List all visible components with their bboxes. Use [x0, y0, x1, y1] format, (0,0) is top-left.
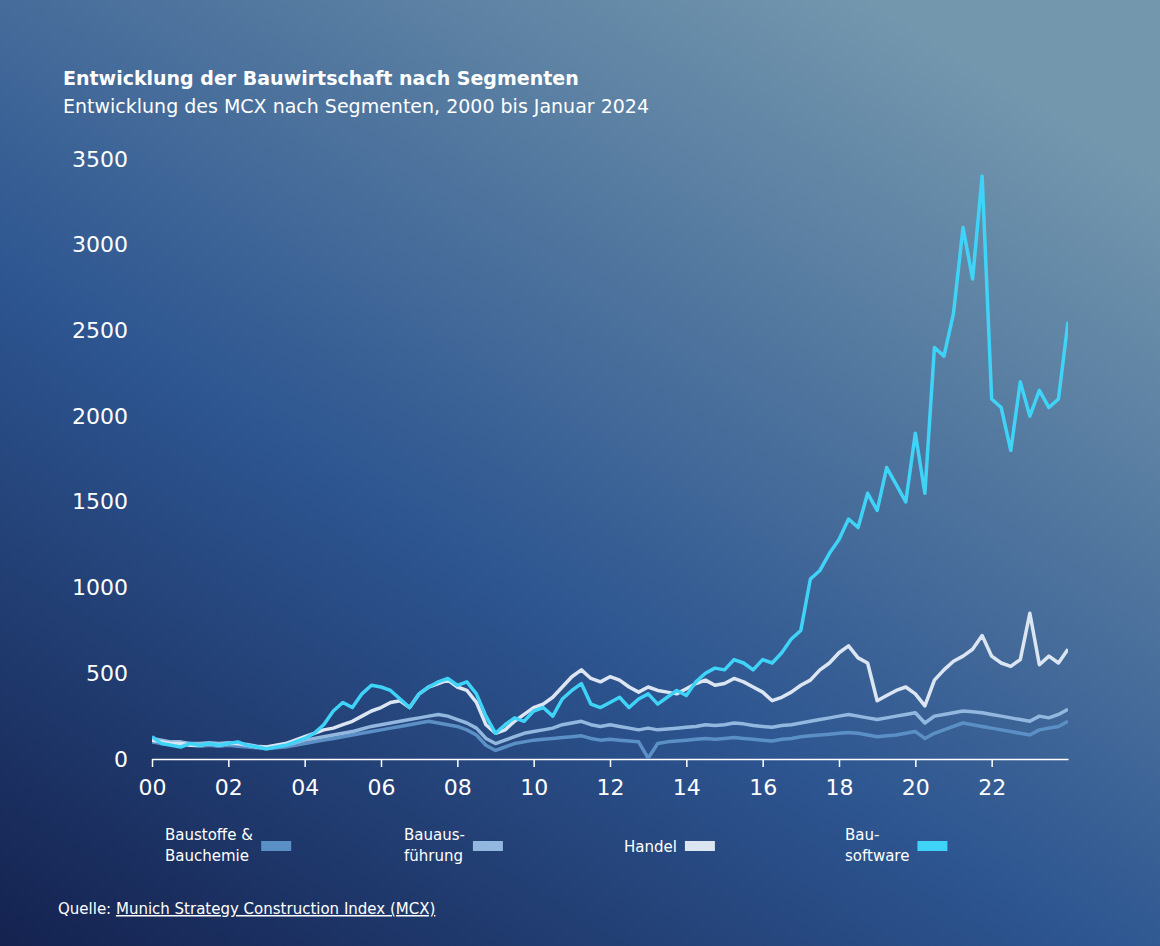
x-tick-mark: [457, 759, 459, 767]
x-tick: 04: [291, 759, 319, 800]
x-tick-label: 14: [673, 775, 701, 800]
source: Quelle: Munich Strategy Construction Ind…: [58, 900, 435, 918]
x-tick: 02: [215, 759, 243, 800]
x-tick: 20: [902, 759, 930, 800]
y-tick: 1000: [72, 575, 152, 600]
y-tick: 3000: [72, 232, 152, 257]
x-tick-label: 18: [826, 775, 854, 800]
x-tick: 00: [139, 759, 167, 800]
legend-item: Bau-software: [845, 826, 947, 865]
x-tick: 08: [444, 759, 472, 800]
x-tick-mark: [762, 759, 764, 767]
y-tick-label: 2000: [72, 404, 128, 429]
x-tick: 12: [597, 759, 625, 800]
y-tick-label: 2500: [72, 318, 128, 343]
series-line: [152, 176, 1068, 749]
x-tick-mark: [991, 759, 993, 767]
x-tick-label: 10: [520, 775, 548, 800]
x-tick-label: 12: [597, 775, 625, 800]
y-tick: 500: [86, 661, 152, 686]
x-tick: 16: [749, 759, 777, 800]
y-axis-line: [152, 160, 153, 760]
x-tick-mark: [686, 759, 688, 767]
legend-label: Bau-software: [845, 826, 909, 865]
x-tick-mark: [304, 759, 306, 767]
legend-label: Bauaus-führung: [404, 826, 465, 865]
series-line: [152, 613, 1068, 747]
y-tick-label: 3500: [72, 147, 128, 172]
legend-item: Baustoffe &Bauchemie: [165, 826, 291, 865]
y-tick: 3500: [72, 147, 152, 172]
x-tick: 14: [673, 759, 701, 800]
x-tick-label: 06: [368, 775, 396, 800]
x-axis: 00 02 04 06 08 10 12 14 16 18 20 22: [139, 759, 1069, 800]
x-tick-label: 08: [444, 775, 472, 800]
x-tick: 18: [826, 759, 854, 800]
plot: 0 500 1000 1500 2000 2500 3000 3500 00 02 04 06 08 10…: [72, 147, 1069, 800]
x-tick-mark: [915, 759, 917, 767]
y-tick-label: 1500: [72, 489, 128, 514]
y-tick: 2000: [72, 404, 152, 429]
x-tick: 06: [368, 759, 396, 800]
legend-swatch: [917, 841, 947, 851]
background: [0, 0, 1160, 946]
y-tick: 1500: [72, 489, 152, 514]
subtitle: Entwicklung des MCX nach Segmenten, 2000…: [63, 95, 649, 117]
y-tick: 0: [114, 747, 152, 772]
x-tick-label: 00: [139, 775, 167, 800]
y-tick: 2500: [72, 318, 152, 343]
y-tick-label: 1000: [72, 575, 128, 600]
x-tick-label: 04: [291, 775, 319, 800]
lines: [152, 176, 1068, 758]
chart: Entwicklung der Bauwirtschaft nach Segme…: [0, 0, 1160, 946]
legend-label: Handel: [624, 838, 677, 856]
legend-swatch: [473, 841, 503, 851]
legend-swatch: [261, 841, 291, 851]
series-line: [152, 721, 1068, 758]
x-tick-label: 02: [215, 775, 243, 800]
x-tick: 10: [520, 759, 548, 800]
x-tick-mark: [381, 759, 383, 767]
x-tick-mark: [533, 759, 535, 767]
legend: Baustoffe &Bauchemie Bauaus-führung Handel…: [165, 826, 947, 865]
y-tick-label: 3000: [72, 232, 128, 257]
legend-label: Baustoffe &Bauchemie: [165, 826, 253, 865]
x-tick-mark: [152, 759, 154, 767]
legend-item: Handel: [624, 838, 715, 856]
x-tick-mark: [610, 759, 612, 767]
y-axis: 0 500 1000 1500 2000 2500 3000 3500: [72, 147, 153, 772]
x-tick: 22: [978, 759, 1006, 800]
x-tick-mark: [228, 759, 230, 767]
y-tick-label: 0: [114, 747, 128, 772]
x-tick-label: 16: [749, 775, 777, 800]
y-tick-label: 500: [86, 661, 128, 686]
legend-swatch: [685, 841, 715, 851]
title: Entwicklung der Bauwirtschaft nach Segme…: [63, 67, 579, 89]
legend-item: Bauaus-führung: [404, 826, 503, 865]
x-tick-label: 22: [978, 775, 1006, 800]
x-tick-label: 20: [902, 775, 930, 800]
x-tick-mark: [839, 759, 841, 767]
